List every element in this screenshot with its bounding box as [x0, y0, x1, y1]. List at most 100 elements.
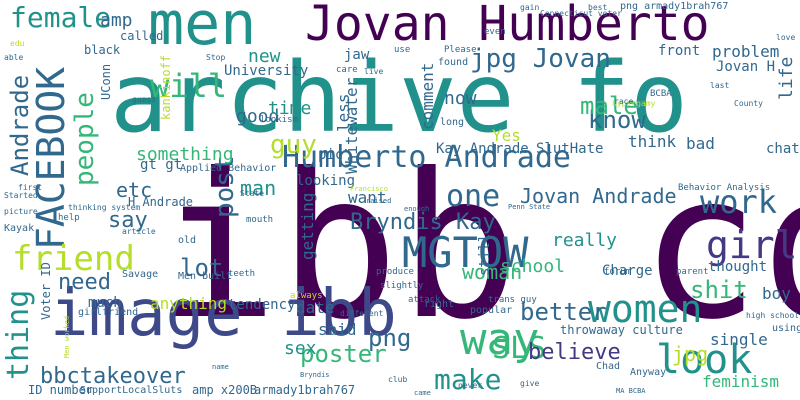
cloud-word: bbctakeover: [40, 364, 186, 389]
cloud-word: Men worked: [63, 315, 71, 358]
cloud-word: lot: [180, 254, 224, 282]
cloud-word: forum: [604, 267, 632, 277]
cloud-word: Francisco: [350, 185, 388, 193]
cloud-word: lookism: [260, 115, 298, 125]
cloud-word: Voter ID: [39, 262, 53, 320]
cloud-word: even: [484, 27, 506, 37]
cloud-word: female: [10, 1, 112, 34]
cloud-word: Savage: [122, 269, 159, 280]
cloud-word: date: [296, 298, 335, 317]
cloud-word: first: [18, 183, 43, 192]
cloud-word: Bryndis Kay: [350, 210, 496, 235]
cloud-word: problem: [712, 42, 780, 61]
cloud-word: ibb co: [158, 131, 800, 364]
cloud-word: want: [348, 188, 387, 207]
cloud-word: armady1brah767: [254, 383, 356, 397]
cloud-word: found: [438, 57, 469, 68]
cloud-word: school: [500, 256, 566, 277]
cloud-word: poster: [300, 340, 387, 368]
cloud-word: UConn: [99, 63, 113, 100]
cloud-word: really: [552, 230, 618, 251]
cloud-word: front: [658, 43, 701, 59]
cloud-word: Jovan Humberto: [305, 0, 710, 52]
cloud-word: Stop: [206, 53, 226, 62]
cloud-word: make: [434, 363, 502, 396]
cloud-word: high school: [746, 311, 799, 320]
cloud-word: need: [58, 270, 111, 295]
cloud-word: hypergamy: [612, 99, 656, 108]
cloud-word: think: [628, 132, 677, 151]
cloud-word: trans guy: [488, 295, 537, 305]
cloud-word: Started: [4, 191, 38, 200]
cloud-word: Please: [444, 45, 477, 55]
cloud-word: etc: [116, 178, 153, 202]
cloud-word: Anyway: [630, 367, 667, 378]
cloud-word: guy: [270, 130, 317, 160]
cloud-word: right: [424, 299, 455, 310]
cloud-word: picture: [4, 207, 38, 216]
cloud-word: amp: [100, 10, 133, 31]
cloud-word: BCBA: [650, 89, 672, 99]
cloud-word: thing: [1, 289, 36, 380]
cloud-word: gain: [520, 3, 540, 12]
cloud-word: Kayak: [4, 223, 35, 234]
cloud-word: jpg Jovan: [470, 44, 611, 74]
cloud-word: png: [368, 324, 412, 352]
cloud-word: something: [136, 144, 234, 165]
cloud-word: University: [224, 63, 309, 79]
cloud-word: MGTOW: [402, 228, 529, 277]
cloud-word: MA BCBA: [616, 387, 646, 395]
cloud-word: Connecticut voter: [540, 9, 622, 18]
cloud-word: comment: [418, 62, 437, 130]
cloud-word: work: [700, 183, 778, 221]
cloud-word: tendency: [228, 297, 296, 313]
cloud-word: Applied Behavior: [180, 163, 277, 174]
cloud-word: guess: [132, 95, 157, 104]
cloud-word: teeth: [228, 269, 256, 279]
cloud-word: raised: [366, 197, 392, 205]
cloud-word: jpg: [672, 342, 709, 366]
cloud-word: Chad: [596, 361, 621, 372]
cloud-word: use: [394, 45, 411, 55]
cloud-word: last: [710, 81, 730, 90]
cloud-word: jaw: [344, 47, 370, 63]
cloud-word: man: [240, 176, 277, 200]
cloud-word: State: [240, 189, 265, 198]
cloud-word: single: [710, 330, 768, 349]
cloud-word: different: [340, 309, 384, 318]
cloud-word: race: [614, 97, 634, 106]
cloud-word: much: [88, 295, 122, 311]
cloud-word: will: [150, 67, 228, 105]
cloud-word: people: [70, 92, 100, 186]
cloud-word: parent: [676, 267, 709, 277]
cloud-word: new: [248, 46, 281, 67]
cloud-word: attack: [408, 295, 441, 305]
cloud-word: girlfriend: [78, 307, 139, 318]
cloud-word: slightly: [380, 281, 424, 291]
cloud-word: SupportLocalSluts: [80, 385, 183, 396]
cloud-word: Kay Andrade: [436, 141, 529, 157]
cloud-word: live: [364, 67, 384, 76]
cloud-word: ID number: [28, 383, 94, 397]
cloud-word: thought: [708, 259, 768, 275]
cloud-word: Yes: [492, 126, 521, 145]
cloud-word: throwaway culture: [560, 323, 683, 337]
cloud-word: women: [588, 287, 703, 331]
cloud-word: name: [212, 363, 229, 371]
cloud-word: popular: [470, 305, 513, 316]
cloud-word: anything: [150, 294, 228, 313]
cloud-word: old: [178, 235, 197, 246]
cloud-word: look: [656, 337, 753, 383]
cloud-word: know: [588, 106, 646, 134]
cloud-word: Men built: [178, 271, 233, 282]
cloud-word: came: [414, 389, 431, 397]
cloud-word: Jovan Andrade: [520, 184, 677, 208]
cloud-word: edu: [10, 39, 25, 48]
cloud-word: less: [334, 93, 353, 132]
cloud-word: gt gt: [140, 157, 183, 173]
cloud-word: Jovan H: [716, 59, 776, 75]
cloud-word: girl: [706, 223, 798, 267]
cloud-word: black: [84, 43, 121, 57]
cloud-word: way: [460, 314, 540, 365]
cloud-word: said: [318, 320, 357, 339]
